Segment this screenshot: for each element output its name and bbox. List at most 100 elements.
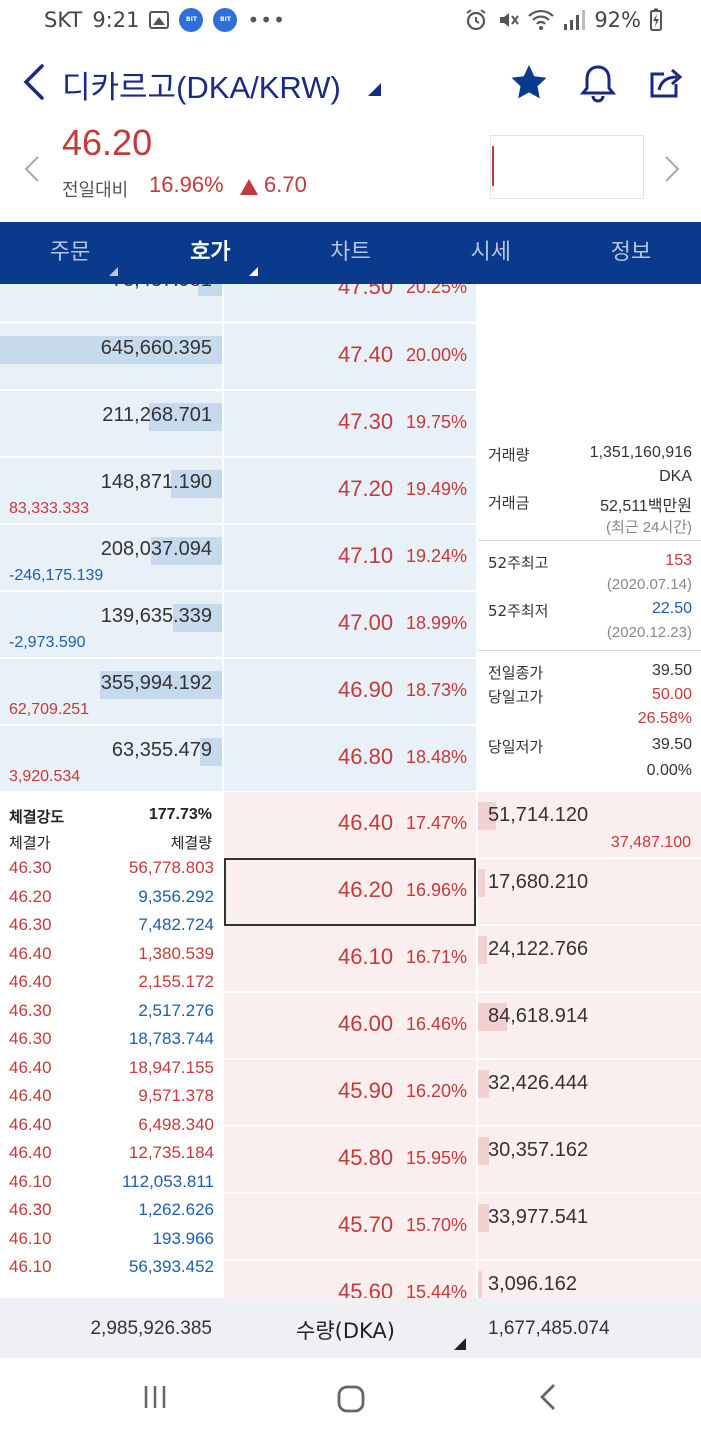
- trade-price: 46.40: [9, 1143, 52, 1162]
- bid-row[interactable]: 46.00 16.46% 84,618.914: [0, 993, 701, 1059]
- trade-row: 46.10 193.966: [0, 1229, 222, 1257]
- tab-order[interactable]: 주문: [0, 222, 140, 284]
- trade-quantity: 9,356.292: [138, 886, 214, 906]
- tab-orderbook[interactable]: 호가: [140, 222, 280, 284]
- mini-price-chart[interactable]: [490, 135, 644, 199]
- signal-icon: [564, 10, 586, 30]
- bid-row[interactable]: 45.70 15.70% 33,977.541: [0, 1194, 701, 1260]
- recent-trades-panel: 체결강도 177.73% 체결가 체결량 46.30 56,778.803 46.2…: [0, 792, 222, 1298]
- next-coin-chevron-icon[interactable]: [662, 154, 682, 184]
- bid-volume-bar: [478, 1003, 507, 1031]
- trade-quantity: 6,498.340: [138, 1114, 214, 1134]
- trade-row: 46.40 6,498.340: [0, 1115, 222, 1143]
- ask-row[interactable]: 208,037.094 -246,175.139 47.10 19.24%: [0, 525, 701, 591]
- bit-app-icon: BIT: [213, 8, 238, 32]
- status-left: SKT 9:21 BIT BIT •••: [44, 8, 286, 32]
- amount-value: 52,511백만원: [600, 498, 692, 515]
- tab-caret-icon: [249, 267, 259, 276]
- prev-close-label: 전일종가: [488, 664, 544, 682]
- high52-label: 52주최고: [488, 554, 549, 572]
- trade-price: 46.40: [9, 1114, 52, 1134]
- ask-row[interactable]: 139,635.339 -2,973.590 47.00 18.99%: [0, 592, 701, 658]
- trade-quantity: 1,262.626: [138, 1200, 214, 1219]
- order-book[interactable]: 73,437.981 47.50 20.25% 645,660.395 47.40…: [0, 284, 701, 1298]
- ask-price: 47.30: [338, 409, 394, 434]
- bid-change: 37,487.100: [610, 834, 691, 851]
- trade-row: 46.30 7,482.724: [0, 915, 222, 943]
- market-title[interactable]: 디카르고(DKA/KRW): [62, 70, 341, 105]
- bid-row[interactable]: 45.60 15.44% 3,096.162: [0, 1261, 701, 1298]
- home-icon[interactable]: [336, 1384, 366, 1414]
- ask-price: 46.90: [338, 677, 394, 702]
- tab-market-price[interactable]: 시세: [421, 222, 561, 284]
- bid-percent: 15.44%: [406, 1282, 468, 1298]
- ask-row[interactable]: 211,268.701 47.30 19.75%: [0, 391, 701, 457]
- day-low-label: 당일저가: [488, 738, 544, 756]
- bid-row[interactable]: 46.20 16.96% 17,680.210: [0, 859, 701, 925]
- ask-change: 83,333.333: [9, 500, 90, 517]
- ask-row[interactable]: 63,355.479 3,920.534 46.80 18.48%: [0, 726, 701, 792]
- info-divider: [478, 540, 701, 541]
- bid-quantity: 24,122.766: [488, 938, 589, 960]
- more-dots-icon: •••: [247, 8, 286, 32]
- system-back-icon[interactable]: [538, 1382, 558, 1412]
- low52-value: 22.50: [651, 600, 692, 617]
- bid-row[interactable]: 46.40 17.47% 51,714.120 37,487.100: [0, 792, 701, 858]
- tab-label: 주문: [49, 240, 91, 265]
- low52-label: 52주최저: [488, 602, 549, 620]
- bid-quantity: 51,714.120: [488, 804, 589, 826]
- ask-row[interactable]: 645,660.395 47.40 20.00%: [0, 324, 701, 390]
- ask-quantity: 73,437.981: [112, 284, 212, 292]
- bit-app-icon: BIT: [179, 8, 204, 32]
- low52-date: (2020.12.23): [606, 624, 692, 641]
- bid-row[interactable]: 46.10 16.71% 24,122.766: [0, 926, 701, 992]
- bid-percent: 16.46%: [406, 1014, 468, 1034]
- trade-quantity: 9,571.378: [138, 1086, 214, 1105]
- current-price: 46.20: [62, 122, 153, 163]
- tab-chart[interactable]: 차트: [280, 222, 420, 284]
- tab-info[interactable]: 정보: [561, 222, 701, 284]
- bid-quantity: 32,426.444: [488, 1072, 589, 1094]
- trade-row: 46.30 1,262.626: [0, 1200, 222, 1228]
- favorite-star-icon[interactable]: [508, 62, 550, 104]
- trade-price: 46.30: [9, 1200, 52, 1219]
- trade-price: 46.40: [9, 972, 52, 991]
- notification-bell-icon[interactable]: [578, 62, 618, 104]
- previous-coin-chevron-icon[interactable]: [22, 154, 42, 184]
- ask-percent: 19.24%: [406, 546, 468, 566]
- bid-price: 45.80: [338, 1145, 394, 1170]
- bid-quantity: 17,680.210: [488, 871, 589, 893]
- bid-row[interactable]: 45.80 15.95% 30,357.162: [0, 1127, 701, 1193]
- trade-row: 46.10 112,053.811: [0, 1172, 222, 1200]
- trade-quantity: 18,783.744: [128, 1029, 214, 1048]
- wifi-icon: [528, 9, 555, 30]
- clock: 9:21: [92, 8, 140, 32]
- ask-change: -2,973.590: [9, 634, 86, 651]
- trade-row: 46.40 12,735.184: [0, 1143, 222, 1171]
- trade-row: 46.20 9,356.292: [0, 887, 222, 915]
- bid-quantity: 33,977.541: [488, 1206, 589, 1228]
- market-dropdown-caret-icon[interactable]: [368, 83, 381, 96]
- ask-price: 47.00: [338, 610, 394, 635]
- recent-apps-icon[interactable]: [142, 1384, 168, 1410]
- unit-label: 수량(DKA): [296, 1319, 395, 1343]
- trade-price-header: 체결가: [9, 834, 51, 852]
- battery-level: 92%: [594, 8, 641, 32]
- bid-volume-bar: [478, 869, 485, 897]
- ask-row[interactable]: 355,994.192 62,709.251 46.90 18.73%: [0, 659, 701, 725]
- unit-selector[interactable]: 수량(DKA): [224, 1298, 476, 1358]
- bid-volume-bar: [478, 936, 487, 964]
- ask-row[interactable]: 148,871.190 83,333.333 47.20 19.49%: [0, 458, 701, 524]
- bid-price: 45.60: [338, 1279, 394, 1298]
- bid-price: 46.00: [338, 1011, 394, 1036]
- ask-quantity: 211,268.701: [102, 404, 212, 426]
- share-icon[interactable]: [646, 62, 686, 104]
- trade-price: 46.40: [9, 1086, 52, 1105]
- prev-close-value: 39.50: [651, 662, 692, 679]
- ask-row[interactable]: 73,437.981 47.50 20.25%: [0, 284, 701, 322]
- bid-row[interactable]: 45.90 16.20% 32,426.444: [0, 1060, 701, 1126]
- trade-quantity: 56,393.452: [128, 1257, 214, 1276]
- back-arrow-icon[interactable]: [18, 62, 48, 102]
- status-right: 92%: [464, 8, 663, 32]
- ask-volume-bar: [0, 336, 222, 364]
